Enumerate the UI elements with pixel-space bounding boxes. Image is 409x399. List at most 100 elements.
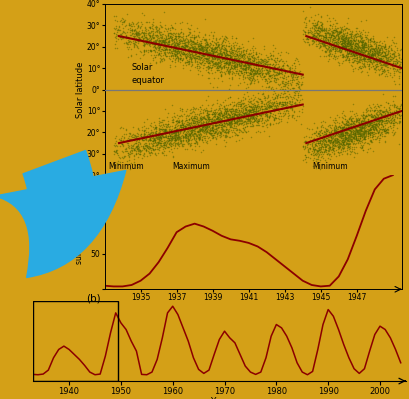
Point (218, 111, 225, 117)
Point (137, 140, 143, 146)
Point (182, 48, 188, 54)
Point (182, 128, 189, 135)
Point (191, 55, 198, 61)
Point (371, 43, 378, 49)
Point (208, 43, 215, 50)
Point (362, 53, 369, 60)
Point (225, 112, 232, 118)
Point (328, 131, 335, 137)
Point (375, 49, 382, 55)
Point (213, 52, 219, 58)
Point (347, 123, 354, 130)
Point (205, 43, 212, 49)
Point (374, 57, 381, 63)
Point (126, 27, 133, 34)
Point (127, 143, 134, 150)
Point (181, 118, 188, 124)
Point (245, 118, 251, 124)
Point (216, 57, 223, 63)
Point (359, 47, 366, 53)
Point (371, 54, 378, 60)
Point (328, 36, 335, 42)
Point (236, 126, 243, 133)
Point (192, 45, 199, 51)
Point (346, 40, 353, 47)
Point (220, 49, 226, 55)
Point (152, 152, 159, 159)
Point (179, 142, 185, 148)
Point (284, 93, 290, 100)
Point (241, 109, 247, 115)
Point (327, 34, 333, 40)
Point (276, 110, 282, 117)
Point (126, 166, 133, 172)
Point (225, 75, 232, 81)
Point (203, 128, 210, 134)
Point (208, 117, 214, 124)
Point (287, 82, 293, 89)
Point (350, 53, 356, 59)
Point (140, 145, 147, 152)
Point (357, 28, 363, 35)
Point (382, 127, 389, 134)
Point (339, 53, 346, 60)
Point (366, 125, 373, 131)
Point (360, 55, 367, 61)
Point (141, 48, 147, 54)
Point (242, 70, 248, 76)
Point (393, 110, 399, 117)
Point (150, 142, 156, 148)
Point (155, 45, 162, 51)
Point (227, 62, 233, 68)
Point (382, 56, 389, 62)
Point (202, 119, 209, 125)
Point (193, 49, 199, 55)
Point (366, 131, 372, 138)
Point (148, 34, 155, 40)
Point (327, 129, 333, 135)
Point (217, 46, 223, 52)
Point (207, 132, 214, 138)
Point (220, 47, 227, 53)
Point (315, 25, 321, 31)
Point (169, 53, 175, 59)
Point (117, 154, 124, 161)
Point (187, 59, 194, 65)
Point (344, 144, 351, 150)
Point (226, 134, 233, 140)
Point (169, 43, 176, 49)
Point (187, 106, 193, 113)
Point (130, 38, 137, 45)
Point (288, 101, 294, 107)
Point (371, 52, 378, 58)
Point (196, 130, 202, 136)
Point (370, 51, 376, 58)
Point (245, 53, 252, 59)
Point (351, 149, 358, 156)
Point (344, 133, 351, 140)
Point (267, 110, 274, 117)
Point (243, 59, 249, 66)
Point (147, 24, 153, 31)
Point (173, 137, 179, 143)
Point (193, 140, 200, 146)
Point (369, 117, 375, 123)
Point (238, 105, 244, 111)
Point (193, 55, 200, 61)
Point (276, 99, 283, 105)
Point (341, 47, 347, 53)
Point (349, 101, 356, 107)
Point (248, 76, 255, 82)
Point (332, 38, 338, 45)
Point (347, 128, 353, 134)
Point (225, 117, 231, 123)
Point (360, 47, 366, 53)
Point (145, 136, 152, 142)
Point (242, 47, 249, 54)
Point (350, 134, 357, 141)
Point (343, 129, 349, 136)
Point (257, 111, 263, 117)
Point (330, 33, 336, 40)
Point (382, 129, 389, 136)
Point (147, 30, 153, 36)
